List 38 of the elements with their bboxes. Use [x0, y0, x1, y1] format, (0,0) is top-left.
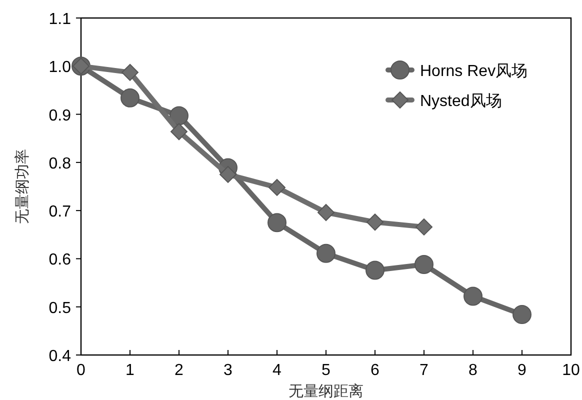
- x-tick-label: 4: [272, 362, 282, 379]
- point: [220, 166, 236, 183]
- point: [416, 218, 432, 236]
- point: [170, 106, 188, 126]
- x-tick-label: 5: [322, 362, 331, 379]
- x-tick-label: 0: [76, 362, 86, 379]
- point: [268, 213, 286, 232]
- x-tick-label: 7: [420, 362, 429, 379]
- y-tick-label: 1.1: [48, 11, 72, 28]
- point: [268, 178, 286, 196]
- point: [414, 254, 434, 274]
- y-tick-label: 0.9: [48, 107, 72, 124]
- point: [170, 123, 188, 140]
- x-tick-label: 10: [562, 362, 580, 379]
- legend-label: Nysted风场: [420, 93, 502, 110]
- point: [464, 286, 482, 306]
- x-tick-label: 2: [174, 362, 184, 379]
- y-axis-title: 无量纲功率: [14, 149, 31, 224]
- x-tick-label: 1: [126, 362, 135, 379]
- point: [366, 214, 384, 231]
- y-tick-label: 0.4: [48, 348, 72, 365]
- point: [512, 305, 532, 324]
- x-tick-label: 9: [518, 362, 527, 379]
- x-axis-title: 无量纲距离: [288, 383, 364, 400]
- point: [120, 88, 140, 108]
- x-tick-label: 3: [224, 362, 233, 379]
- y-tick-label: 0.6: [48, 252, 72, 269]
- point: [366, 260, 384, 280]
- y-tick-label: 1.0: [48, 59, 72, 76]
- point: [318, 204, 334, 221]
- point: [316, 244, 336, 263]
- point: [122, 64, 138, 81]
- x-tick-label: 6: [370, 362, 380, 379]
- legend-label: Horns Rev风场: [420, 63, 528, 80]
- y-tick-label: 0.5: [48, 300, 72, 317]
- x-tick-label: 8: [468, 362, 478, 379]
- y-tick-label: 0.8: [48, 155, 72, 172]
- y-tick-label: 0.7: [48, 204, 72, 221]
